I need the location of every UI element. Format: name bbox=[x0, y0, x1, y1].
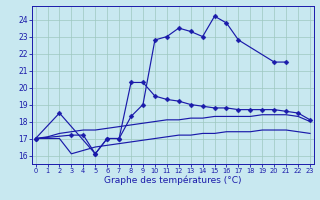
X-axis label: Graphe des températures (°C): Graphe des températures (°C) bbox=[104, 176, 242, 185]
